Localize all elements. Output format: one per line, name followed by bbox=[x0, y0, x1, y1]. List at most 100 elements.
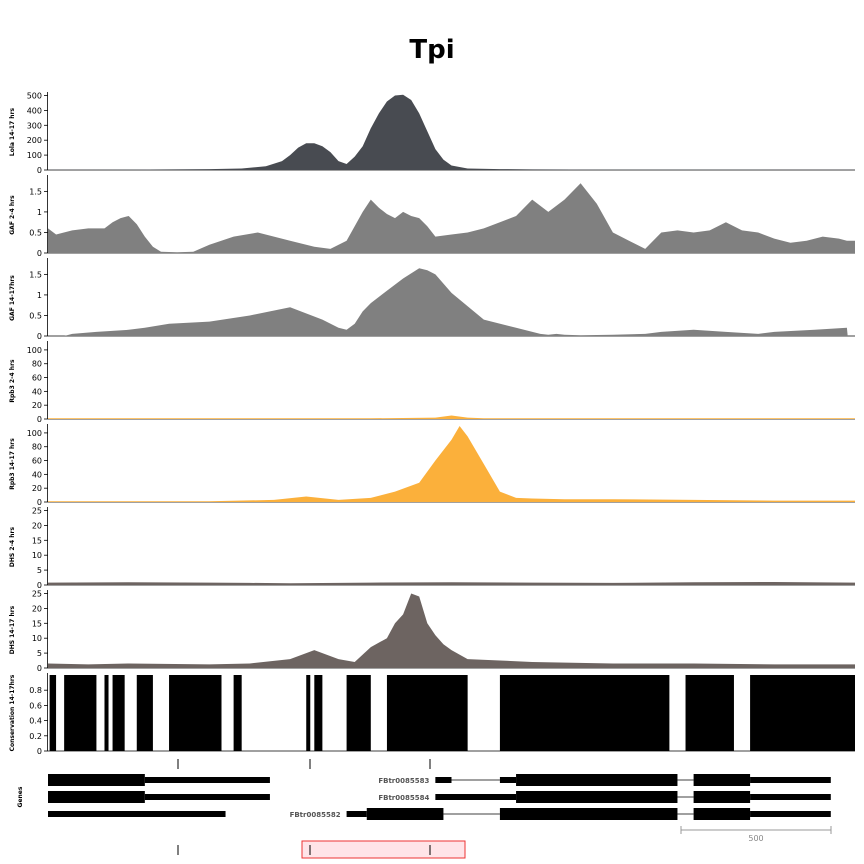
conservation-block bbox=[136, 675, 153, 751]
y-tick-label: 25 bbox=[32, 589, 42, 598]
utr bbox=[48, 811, 226, 817]
utr bbox=[346, 811, 367, 817]
y-tick-label: 80 bbox=[32, 443, 42, 452]
y-tick-label: 0 bbox=[37, 581, 42, 590]
y-tick-label: 500 bbox=[27, 91, 42, 100]
utr bbox=[750, 794, 831, 800]
track-label: DHS 2-4 hrs bbox=[9, 527, 16, 568]
transcript-1 bbox=[48, 791, 270, 803]
track-label: Rpb3 14-17 hrs bbox=[9, 438, 16, 490]
y-tick-label: 10 bbox=[32, 551, 42, 560]
y-tick-label: 1.5 bbox=[29, 187, 42, 196]
gene-track: Genes FBtr0085583 FBtr0085584 FBtr0085582 50… bbox=[17, 774, 832, 843]
transcript-name: FBtr0085584 bbox=[378, 794, 429, 802]
utr bbox=[435, 777, 452, 783]
utr bbox=[144, 794, 270, 800]
position-ticks bbox=[177, 759, 431, 769]
y-tick-label: 25 bbox=[32, 506, 42, 515]
track-7: 0 0.2 0.4 0.6 0.8 Conservation 14-17hrs bbox=[9, 673, 855, 756]
y-tick-label: 0 bbox=[37, 166, 42, 175]
y-tick-label: 60 bbox=[32, 374, 42, 383]
y-tick-label: 10 bbox=[32, 634, 42, 643]
exon bbox=[693, 774, 751, 786]
y-tick-label: 400 bbox=[27, 106, 42, 115]
conservation-block bbox=[306, 675, 311, 751]
track-5: 0 5 10 15 20 25 DHS 2-4 hrs bbox=[9, 506, 855, 590]
y-tick-label: 0.5 bbox=[29, 228, 42, 237]
conservation-block bbox=[112, 675, 125, 751]
track-4: 0 20 40 60 80 100 Rpb3 14-17 hrs bbox=[9, 424, 855, 507]
scale-label: 500 bbox=[748, 834, 763, 843]
conservation-block bbox=[104, 675, 109, 751]
y-tick-label: 0.4 bbox=[29, 717, 42, 726]
conservation-block bbox=[233, 675, 242, 751]
track-area bbox=[48, 593, 855, 668]
scale-bar: 500 bbox=[680, 826, 832, 843]
y-tick-label: 5 bbox=[37, 566, 42, 575]
y-tick-label: 100 bbox=[27, 429, 42, 438]
y-tick-label: 1 bbox=[37, 208, 42, 217]
y-tick-label: 15 bbox=[32, 619, 42, 628]
transcript-name: FBtr0085582 bbox=[290, 811, 341, 819]
conservation-block bbox=[499, 675, 670, 751]
y-tick-label: 20 bbox=[32, 521, 42, 530]
transcript-3: FBtr0085583 bbox=[378, 774, 831, 786]
y-tick-label: 0 bbox=[37, 332, 42, 341]
track-area bbox=[48, 183, 855, 253]
y-tick-label: 300 bbox=[27, 121, 42, 130]
track-area bbox=[48, 268, 855, 336]
y-tick-label: 0.2 bbox=[29, 732, 42, 741]
y-tick-label: 0 bbox=[37, 249, 42, 258]
y-tick-label: 0 bbox=[37, 747, 42, 756]
y-tick-label: 5 bbox=[37, 649, 42, 658]
highlight-region bbox=[301, 840, 466, 859]
y-tick-label: 100 bbox=[27, 151, 42, 160]
y-tick-label: 0 bbox=[37, 664, 42, 673]
utr bbox=[144, 777, 270, 783]
y-tick-label: 0 bbox=[37, 415, 42, 424]
conservation-block bbox=[346, 675, 371, 751]
track-label: Lola 14-17 hrs bbox=[9, 107, 16, 156]
y-tick-label: 0.5 bbox=[29, 311, 42, 320]
exon bbox=[366, 808, 444, 820]
transcript-4: FBtr0085584 bbox=[378, 791, 831, 803]
y-tick-label: 40 bbox=[32, 470, 42, 479]
exon bbox=[516, 774, 678, 786]
transcript-name: FBtr0085583 bbox=[378, 777, 429, 785]
track-3: 0 20 40 60 80 100 Rpb3 2-4 hrs bbox=[9, 341, 855, 424]
track-label: GAF 14-17hrs bbox=[9, 275, 16, 321]
y-tick-label: 1 bbox=[37, 291, 42, 300]
exon bbox=[499, 808, 678, 820]
y-tick-label: 1.5 bbox=[29, 270, 42, 279]
utr bbox=[499, 777, 517, 783]
utr bbox=[435, 794, 517, 800]
track-label: DHS 14-17 hrs bbox=[9, 605, 16, 654]
track-label: Conservation 14-17hrs bbox=[9, 674, 16, 751]
y-tick-label: 80 bbox=[32, 360, 42, 369]
conservation-block bbox=[386, 675, 468, 751]
y-tick-label: 20 bbox=[32, 401, 42, 410]
transcript-0 bbox=[48, 774, 270, 786]
track-area bbox=[48, 582, 855, 585]
transcript-5: FBtr0085582 bbox=[290, 808, 831, 820]
track-0: 0 100 200 300 400 500 Lola 14-17 hrs bbox=[9, 91, 855, 175]
exon bbox=[693, 791, 751, 803]
utr bbox=[750, 811, 831, 817]
exon bbox=[48, 774, 145, 786]
y-tick-label: 0.8 bbox=[29, 686, 42, 695]
track-area bbox=[48, 415, 855, 419]
y-tick-label: 0.6 bbox=[29, 701, 42, 710]
track-area bbox=[48, 426, 855, 502]
conservation-block bbox=[49, 675, 57, 751]
conservation-block bbox=[64, 675, 97, 751]
track-label: GAF 2-4 hrs bbox=[9, 195, 16, 235]
track-6: 0 5 10 15 20 25 DHS 14-17 hrs bbox=[9, 589, 855, 673]
track-area bbox=[48, 94, 855, 170]
track-label: Rpb3 2-4 hrs bbox=[9, 359, 16, 403]
y-tick-label: 0 bbox=[37, 498, 42, 507]
track-1: 0 0.5 1 1.5 GAF 2-4 hrs bbox=[9, 175, 855, 258]
y-tick-label: 200 bbox=[27, 136, 42, 145]
conservation-block bbox=[169, 675, 222, 751]
